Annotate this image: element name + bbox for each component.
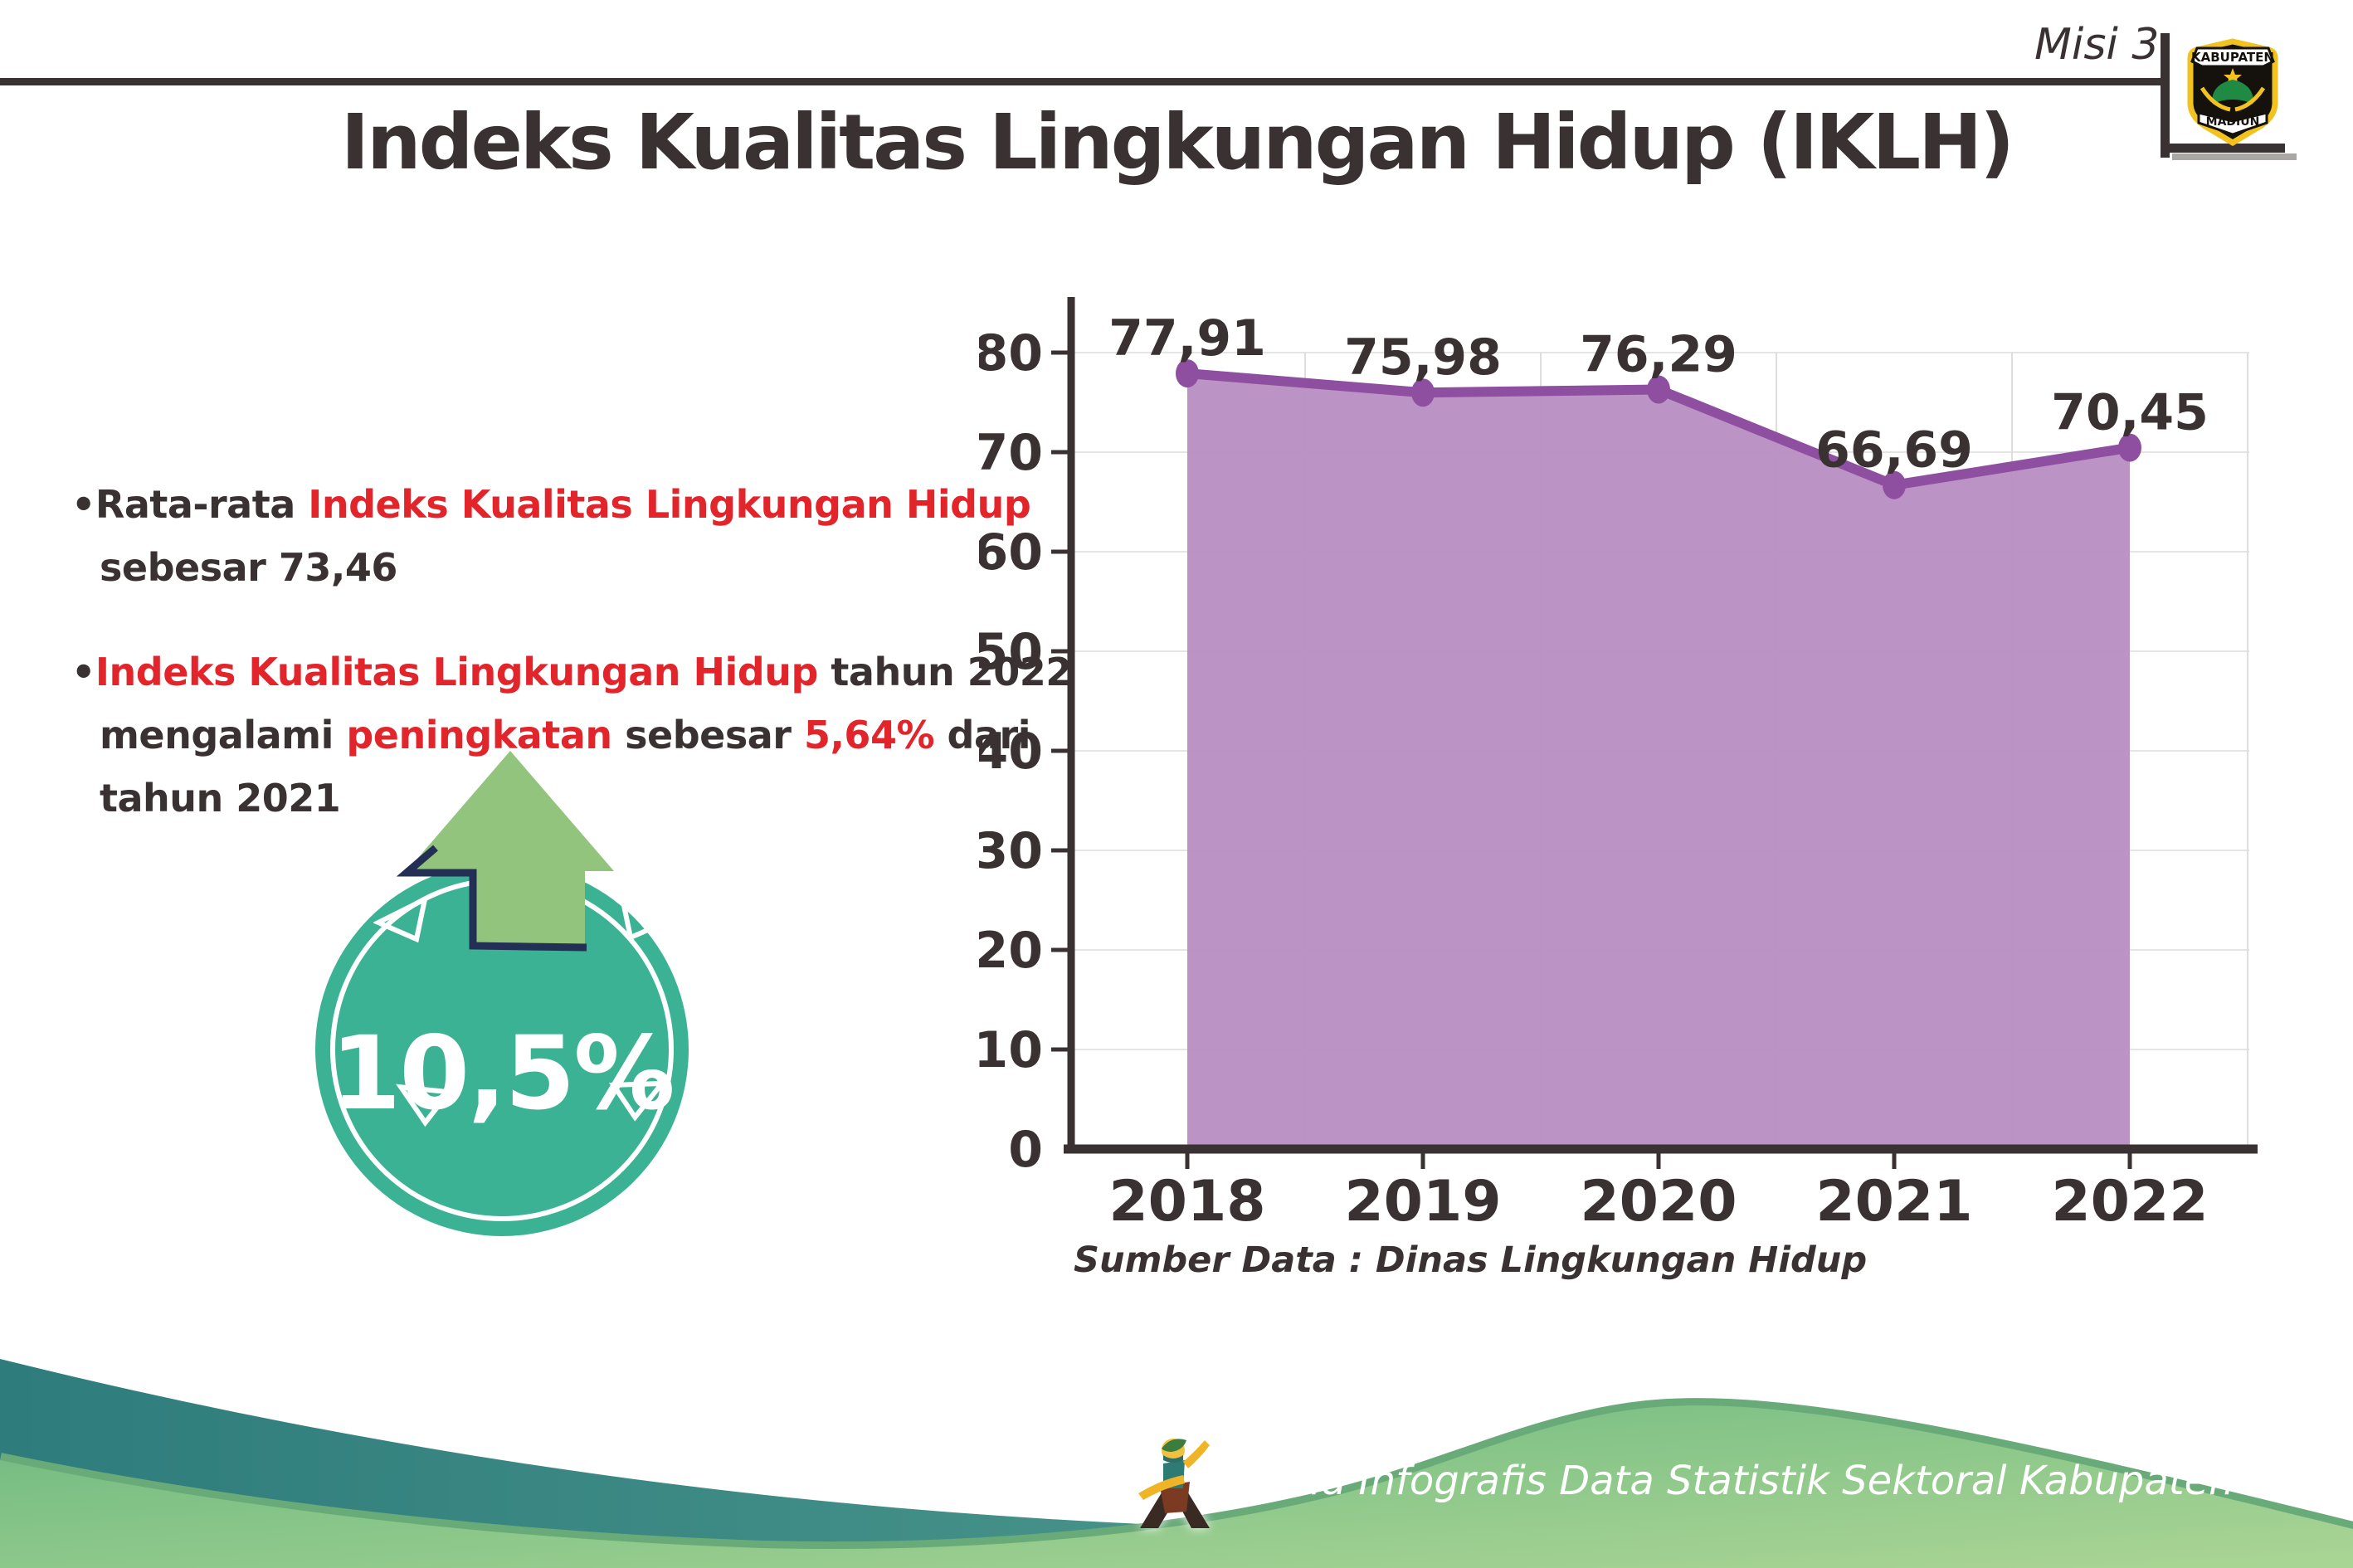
logo-text-top: KABUPATEN — [2191, 50, 2274, 65]
x-category-label: 2020 — [1580, 1169, 1737, 1234]
bullet-text-segment: •Rata-rata — [71, 482, 309, 527]
bullet-paragraph: •Indeks Kualitas Lingkungan Hidup tahun … — [71, 640, 1233, 830]
header-rule — [0, 78, 2167, 85]
bullet-text-segment: tahun 2021 — [100, 776, 341, 821]
y-tick-label: 20 — [979, 922, 1043, 980]
mascot-logo — [1138, 1439, 1210, 1528]
kabupaten-madiun-logo: KABUPATEN MADIUN — [2187, 38, 2278, 146]
data-label: 66,69 — [1815, 421, 1973, 480]
logo-text-bottom: MADIUN — [2206, 115, 2260, 129]
bullet-text-segment: dari — [934, 713, 1031, 757]
increase-badge: 10,5% — [315, 751, 689, 1236]
bullet-line: tahun 2021 — [71, 767, 1233, 830]
data-label: 77,91 — [1108, 309, 1266, 368]
iklh-area-chart: 0 10 20 30 40 50 60 70 80 2018 2019 2020 2021 2022 77,… — [979, 297, 2258, 1234]
data-point — [2118, 433, 2141, 462]
x-category-label: 2022 — [2051, 1169, 2208, 1234]
y-tick-label: 50 — [979, 623, 1043, 681]
bullet-text-segment: sebesar — [611, 713, 804, 757]
y-tick-label: 30 — [979, 822, 1043, 880]
y-tick-label: 10 — [979, 1021, 1043, 1079]
up-arrow-icon — [396, 751, 614, 952]
source-note: Sumber Data : Dinas Lingkungan Hidup — [1074, 1239, 1868, 1281]
footer-wave — [0, 1359, 2353, 1568]
wave-teal-band — [0, 1359, 1867, 1568]
misi-label: Misi 3 — [2034, 20, 2160, 70]
chart-area — [1187, 373, 2130, 1149]
footer-credit: Media Infografis Data Statistik Sektoral… — [1135, 1432, 2353, 1530]
footer-text: Media Infografis Data Statistik Sektoral… — [1226, 1458, 2353, 1504]
data-label: 76,29 — [1580, 326, 1737, 384]
y-tick-label: 40 — [979, 723, 1043, 781]
y-tick-label: 0 — [1008, 1121, 1043, 1179]
triangle-accent-ne-icon — [618, 893, 674, 942]
logo-wings — [2200, 86, 2266, 112]
bullet-line: •Indeks Kualitas Lingkungan Hidup tahun … — [71, 640, 1233, 704]
bullet-line: mengalami peningkatan sebesar 5,64% dari — [71, 704, 1233, 767]
bullet-text-segment: Indeks Kualitas Lingkungan Hidup — [308, 482, 1031, 527]
bullet-text-segment: mengalami — [100, 713, 347, 757]
logo-bracket-shadow — [2172, 153, 2297, 160]
x-category-label: 2019 — [1344, 1169, 1501, 1234]
logo-tree — [2212, 80, 2253, 105]
logo-bracket-vertical — [2161, 33, 2170, 158]
page-title: Indeks Kualitas Lingkungan Hidup (IKLH) — [340, 98, 2014, 187]
data-label: 70,45 — [2051, 384, 2209, 442]
bullet-text-segment: sebesar 73,46 — [100, 545, 397, 590]
arrow-outline — [396, 845, 587, 952]
badge-value: 10,5% — [330, 1015, 675, 1132]
bullet-text-segment: • — [71, 650, 95, 694]
bullet-line: sebesar 73,46 — [71, 536, 1233, 599]
data-point — [1883, 470, 1906, 499]
y-tick-label: 80 — [979, 324, 1043, 382]
bullet-text-segment: tahun 2022 — [817, 650, 1072, 694]
logo-bracket-horizontal — [2161, 144, 2285, 153]
wave-green-dome — [0, 1405, 2353, 1568]
data-point — [1411, 378, 1435, 407]
bullet-line: •Rata-rata Indeks Kualitas Lingkungan Hi… — [71, 473, 1233, 536]
y-tick-label: 70 — [979, 424, 1043, 482]
bullet-paragraph: •Rata-rata Indeks Kualitas Lingkungan Hi… — [71, 473, 1233, 599]
data-point — [1647, 375, 1670, 404]
x-category-label: 2021 — [1815, 1169, 1972, 1234]
x-category-label: 2018 — [1108, 1169, 1265, 1234]
data-point — [1176, 359, 1199, 388]
up-arrow-shape — [407, 751, 614, 947]
triangle-accent-nw-icon — [373, 894, 429, 943]
logo-banner-bottom — [2197, 111, 2268, 136]
bullet-text-segment: Indeks Kualitas Lingkungan Hidup — [95, 650, 819, 694]
bullet-text-segment: peningkatan — [346, 713, 612, 757]
bullet-text-segment: 5,64% — [803, 713, 935, 757]
triangle-accent-sw-icon — [396, 1083, 454, 1127]
bullet-list: •Rata-rata Indeks Kualitas Lingkungan Hi… — [71, 473, 1233, 871]
data-label: 75,98 — [1344, 329, 1502, 387]
y-tick-label: 60 — [979, 523, 1043, 582]
triangle-accent-se-icon — [608, 1080, 668, 1122]
logo-banner-top — [2190, 46, 2275, 68]
